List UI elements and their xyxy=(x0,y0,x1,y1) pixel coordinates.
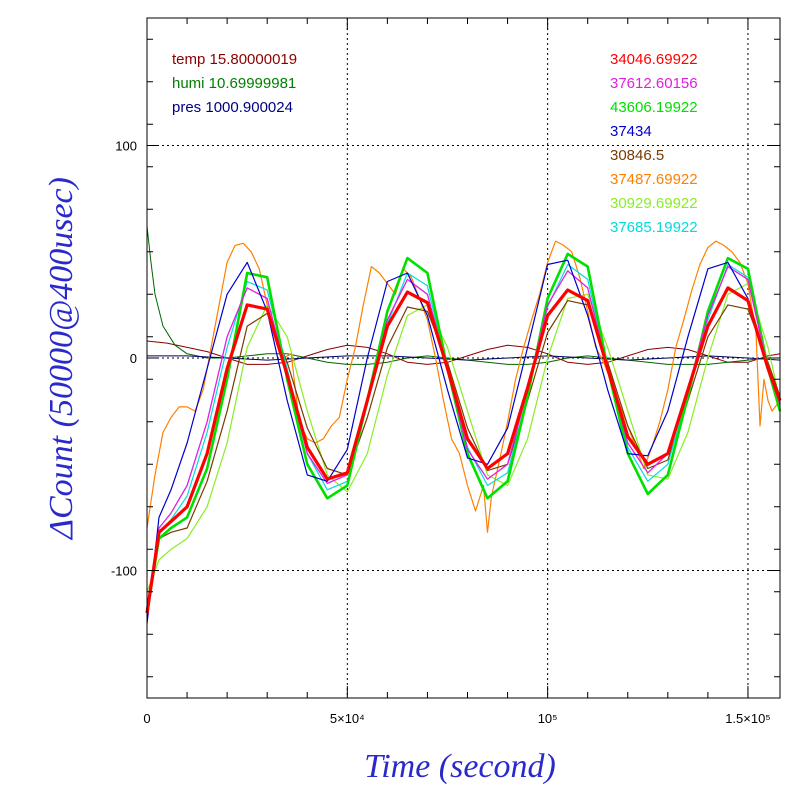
x-tick-label: 5×10⁴ xyxy=(330,711,365,726)
series-legend-item: 34046.69922 xyxy=(610,51,698,68)
series-line xyxy=(146,283,781,593)
series-line xyxy=(146,226,780,365)
series-line xyxy=(146,240,781,533)
series-group xyxy=(145,226,782,624)
x-tick-label: 0 xyxy=(143,711,150,726)
env-legend-item: pres 1000.900024 xyxy=(172,99,293,116)
x-axis-title: Time (second) xyxy=(364,748,556,785)
series-legend-item: 37685.19922 xyxy=(610,219,698,236)
series-legend-item: 37612.60156 xyxy=(610,75,698,92)
series-legend-item: 43606.19922 xyxy=(610,99,698,116)
series-line xyxy=(146,340,781,365)
y-axis-title: ΔCount (50000@400usec) xyxy=(43,177,80,541)
tick-labels: 0 5×10⁴ 10⁵ 1.5×10⁵ -100 0 100 xyxy=(111,139,771,727)
series-legend-item: 37487.69922 xyxy=(610,171,698,188)
env-legend-item: humi 10.69999981 xyxy=(172,75,296,92)
series-line xyxy=(146,259,781,624)
x-tick-label: 1.5×10⁵ xyxy=(725,711,771,726)
ticks xyxy=(146,18,780,698)
x-tick-label: 10⁵ xyxy=(538,711,558,726)
series-line xyxy=(147,355,781,361)
y-tick-label: 100 xyxy=(115,139,137,154)
series-line xyxy=(145,286,782,614)
env-legend-item: temp 15.80000019 xyxy=(172,51,297,68)
y-tick-label: 0 xyxy=(130,351,137,366)
series-legend-item: 30929.69922 xyxy=(610,195,698,212)
y-tick-label: -100 xyxy=(111,564,137,579)
series-legend-item: 37434 xyxy=(610,123,652,140)
legend: temp 15.80000019 humi 10.69999981 pres 100… xyxy=(172,51,698,236)
series-legend-item: 30846.5 xyxy=(610,147,664,164)
